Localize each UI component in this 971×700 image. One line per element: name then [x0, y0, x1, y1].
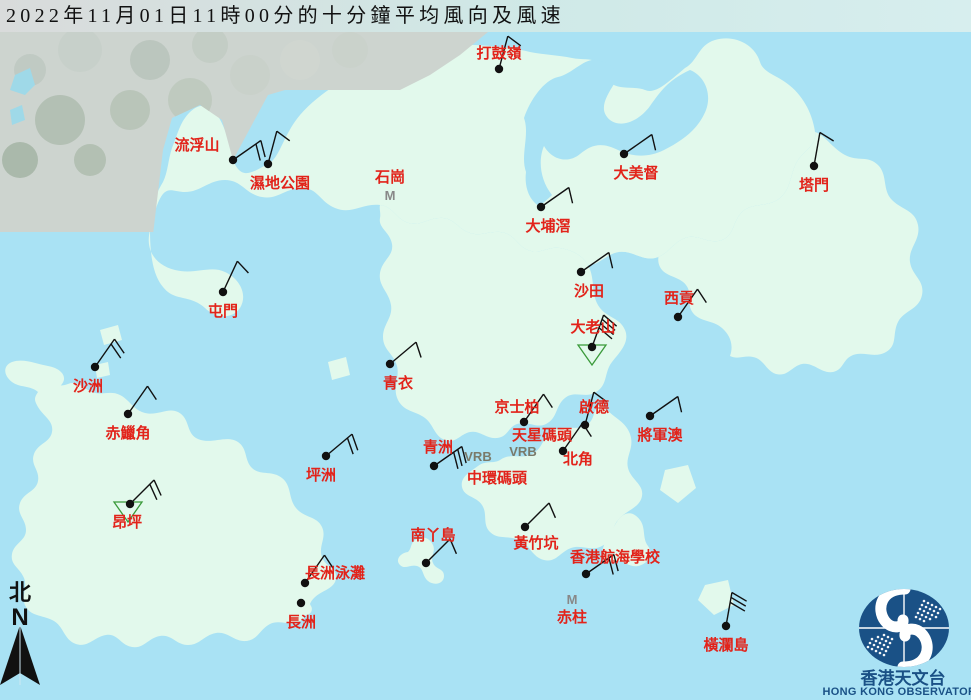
svg-text:大埔滘: 大埔滘 [525, 217, 570, 235]
svg-text:VRB: VRB [509, 444, 536, 459]
svg-text:M: M [567, 592, 578, 607]
svg-text:北: 北 [9, 580, 31, 605]
svg-text:沙田: 沙田 [574, 283, 604, 300]
svg-text:長洲: 長洲 [286, 614, 316, 631]
svg-text:流浮山: 流浮山 [174, 136, 219, 154]
svg-text:京士柏: 京士柏 [494, 398, 539, 416]
svg-text:屯門: 屯門 [208, 302, 238, 320]
svg-text:西貢: 西貢 [664, 290, 694, 307]
svg-text:青衣: 青衣 [383, 374, 413, 392]
svg-text:黃竹坑: 黃竹坑 [513, 534, 558, 552]
svg-text:昂坪: 昂坪 [112, 514, 142, 531]
svg-text:VRB: VRB [464, 449, 491, 464]
svg-text:南丫島: 南丫島 [410, 526, 455, 544]
svg-text:青洲: 青洲 [423, 438, 453, 456]
svg-text:HONG KONG OBSERVATORY: HONG KONG OBSERVATORY [823, 686, 971, 698]
svg-text:橫瀾島: 橫瀾島 [703, 636, 748, 654]
svg-text:赤鱲角: 赤鱲角 [105, 424, 150, 442]
svg-text:中環碼頭: 中環碼頭 [467, 469, 528, 487]
svg-text:大美督: 大美督 [613, 164, 658, 182]
svg-text:M: M [385, 188, 396, 203]
svg-text:啟德: 啟德 [579, 398, 609, 416]
svg-text:香港航海學校: 香港航海學校 [570, 548, 661, 566]
svg-text:北角: 北角 [563, 450, 593, 468]
svg-text:長洲泳灘: 長洲泳灘 [305, 564, 365, 582]
svg-text:石崗: 石崗 [374, 168, 405, 186]
svg-text:將軍澳: 將軍澳 [637, 426, 683, 444]
svg-text:香港天文台: 香港天文台 [861, 668, 946, 688]
svg-text:坪洲: 坪洲 [306, 467, 336, 484]
svg-text:濕地公園: 濕地公園 [250, 174, 310, 192]
svg-text:塔門: 塔門 [799, 176, 829, 194]
svg-text:赤柱: 赤柱 [557, 608, 587, 626]
svg-text:大老山: 大老山 [570, 318, 615, 336]
svg-text:打鼓嶺: 打鼓嶺 [476, 44, 521, 62]
svg-text:天星碼頭: 天星碼頭 [512, 427, 573, 444]
svg-text:沙洲: 沙洲 [73, 378, 103, 395]
